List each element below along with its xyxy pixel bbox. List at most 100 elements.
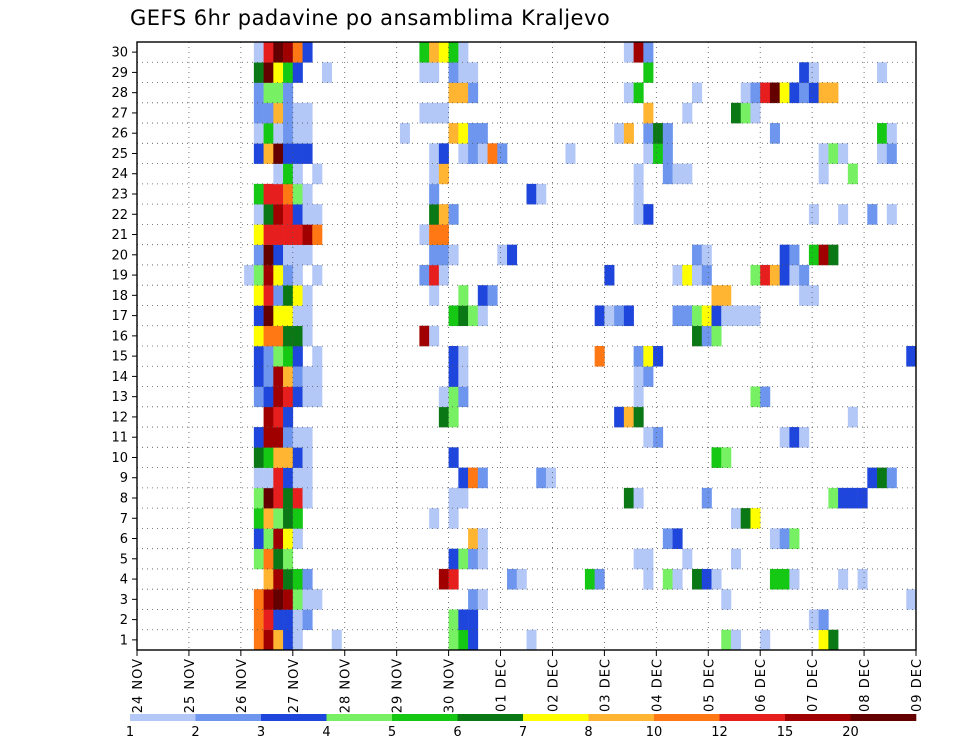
heatmap-cell (818, 82, 829, 104)
heatmap-cell (799, 82, 810, 104)
x-tick-label: 08 DEC (858, 658, 873, 712)
legend-label: 2 (191, 725, 199, 740)
heatmap-cell (283, 82, 294, 104)
heatmap-cell (283, 366, 294, 387)
heatmap-cell (283, 386, 294, 408)
heatmap-cell (847, 406, 858, 428)
heatmap-cell (419, 264, 430, 286)
heatmap-cell (253, 386, 264, 408)
heatmap-cell (448, 366, 459, 387)
heatmap-cell (283, 427, 294, 448)
heatmap-cell (458, 62, 469, 83)
heatmap-cell (273, 568, 284, 590)
heatmap-cell (545, 467, 557, 489)
heatmap-cell (263, 487, 274, 509)
heatmap-cell (808, 285, 819, 306)
heatmap-cell (584, 568, 595, 590)
heatmap-cell (536, 183, 547, 205)
heatmap-cell (818, 244, 829, 266)
x-tick-label: 28 NOV (339, 658, 354, 713)
heatmap-cell (448, 386, 459, 408)
heatmap-cell (789, 427, 800, 448)
heatmap-cell (283, 548, 294, 570)
heatmap-cell (302, 589, 313, 610)
heatmap-cell (263, 528, 274, 549)
heatmap-cell (429, 62, 440, 83)
heatmap-cell (302, 366, 313, 387)
heatmap-cell (487, 285, 498, 306)
y-tick-label: 17 (111, 309, 128, 324)
heatmap-cell (468, 467, 479, 489)
heatmap-cell (750, 102, 761, 124)
heatmap-cell (477, 143, 488, 164)
heatmap-cell (877, 123, 888, 144)
heatmap-cell (672, 264, 683, 286)
heatmap-cell (263, 406, 274, 428)
heatmap-cell (808, 62, 819, 83)
heatmap-cell (263, 264, 274, 286)
x-tick-label: 06 DEC (754, 658, 769, 712)
heatmap-cell (623, 42, 634, 63)
heatmap-cell (711, 325, 722, 347)
heatmap-cell (721, 285, 732, 306)
heatmap-cell (292, 285, 303, 306)
heatmap-cell (507, 244, 518, 266)
heatmap-cell (263, 42, 274, 63)
heatmap-cell (263, 183, 274, 205)
heatmap-cell (283, 183, 294, 205)
heatmap-cell (643, 204, 654, 225)
heatmap-cell (302, 568, 313, 590)
heatmap-cell (263, 244, 274, 266)
heatmap-cell (263, 609, 274, 631)
x-tick-label: 24 NOV (131, 658, 146, 713)
y-tick-label: 20 (111, 248, 128, 263)
heatmap-cell (818, 609, 829, 631)
heatmap-cell (429, 204, 440, 225)
heatmap-cell (672, 568, 683, 590)
heatmap-cell (448, 447, 459, 468)
heatmap-cell (750, 264, 761, 286)
heatmap-cell (468, 629, 479, 651)
heatmap-cell (253, 224, 264, 245)
heatmap-cell (399, 123, 410, 144)
heatmap-cell (828, 487, 839, 509)
heatmap-cell (263, 447, 274, 468)
heatmap-cell (292, 163, 303, 185)
heatmap-cell (429, 163, 440, 185)
heatmap-cell (808, 609, 819, 631)
heatmap-cell (263, 568, 274, 590)
heatmap-cell (273, 487, 284, 509)
heatmap-cell (643, 346, 654, 367)
heatmap-cell (565, 143, 576, 164)
heatmap-cell (283, 62, 294, 83)
heatmap-cell (730, 508, 742, 529)
x-tick-label: 05 DEC (702, 658, 717, 712)
heatmap-cell (292, 528, 303, 549)
heatmap-cell (789, 82, 800, 104)
heatmap-cell (312, 386, 323, 408)
heatmap-cell (263, 305, 274, 327)
heatmap-cell (458, 609, 469, 631)
legend-label: 8 (584, 725, 592, 740)
heatmap-cell (419, 224, 430, 245)
heatmap-cell (253, 447, 264, 468)
heatmap-cell (847, 487, 858, 509)
heatmap-cell (429, 102, 440, 124)
heatmap-cell (653, 143, 664, 164)
heatmap-cell (302, 467, 313, 489)
heatmap-cell (429, 42, 440, 63)
heatmap-cell (253, 244, 264, 266)
legend-label: 3 (257, 725, 265, 740)
heatmap-cell (769, 264, 780, 286)
legend-label: 20 (842, 725, 859, 740)
heatmap-cell (273, 305, 284, 327)
heatmap-cell (263, 508, 274, 529)
heatmap-cell (769, 528, 780, 549)
heatmap-cell (273, 62, 284, 83)
heatmap-cell (477, 548, 488, 570)
heatmap-cell (740, 102, 751, 124)
heatmap-cell (292, 467, 303, 489)
heatmap-cell (448, 406, 459, 428)
y-tick-label: 26 (111, 127, 128, 142)
heatmap-cell (302, 386, 313, 408)
